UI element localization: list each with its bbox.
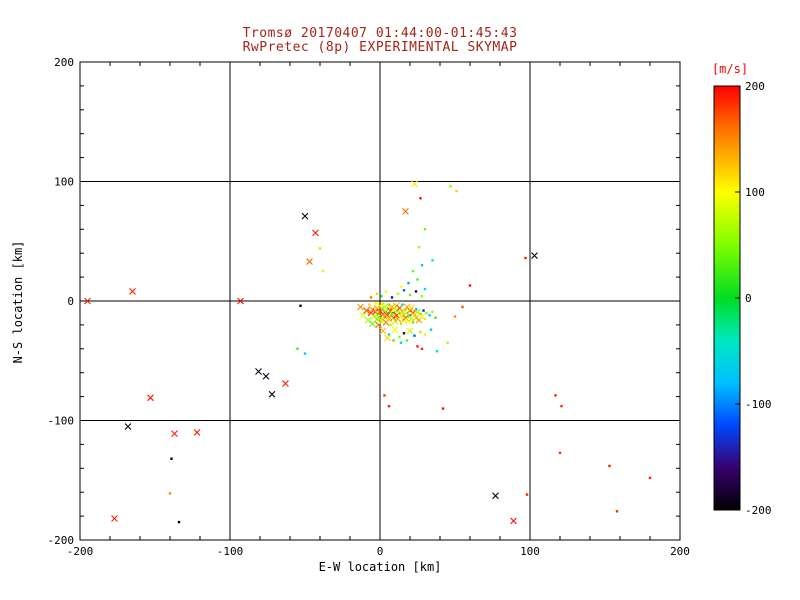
colorbar-unit-label: [m/s]: [711, 62, 749, 76]
axis-ticks: [79, 61, 681, 541]
svg-text:200: 200: [54, 56, 74, 69]
svg-text:-100: -100: [48, 415, 75, 428]
svg-text:0: 0: [745, 292, 752, 305]
plot-title: Tromsø 20170407 01:44:00-01:45:43: [242, 26, 518, 41]
svg-text:0: 0: [67, 295, 74, 308]
svg-text:100: 100: [520, 545, 540, 558]
colorbar-tick-labels: 200 100 0 -100 -200: [735, 80, 772, 517]
svg-text:-100: -100: [745, 398, 772, 411]
svg-text:100: 100: [745, 186, 765, 199]
grid-lines: [80, 62, 680, 540]
plot-subtitle: RwPretec (8p) EXPERIMENTAL SKYMAP: [242, 40, 518, 55]
scatter-points: [84, 180, 652, 525]
svg-text:100: 100: [54, 176, 74, 189]
svg-text:200: 200: [670, 545, 690, 558]
svg-text:-200: -200: [67, 545, 94, 558]
tick-labels: -200 -100 0 100 200 -200 -100 0 100 200: [48, 56, 690, 558]
svg-text:-200: -200: [48, 534, 75, 547]
svg-text:-200: -200: [745, 504, 772, 517]
svg-text:0: 0: [377, 545, 384, 558]
y-axis-label: N-S location [km]: [11, 240, 25, 364]
svg-text:-100: -100: [217, 545, 244, 558]
x-axis-label: E-W location [km]: [318, 560, 442, 574]
svg-text:200: 200: [745, 80, 765, 93]
